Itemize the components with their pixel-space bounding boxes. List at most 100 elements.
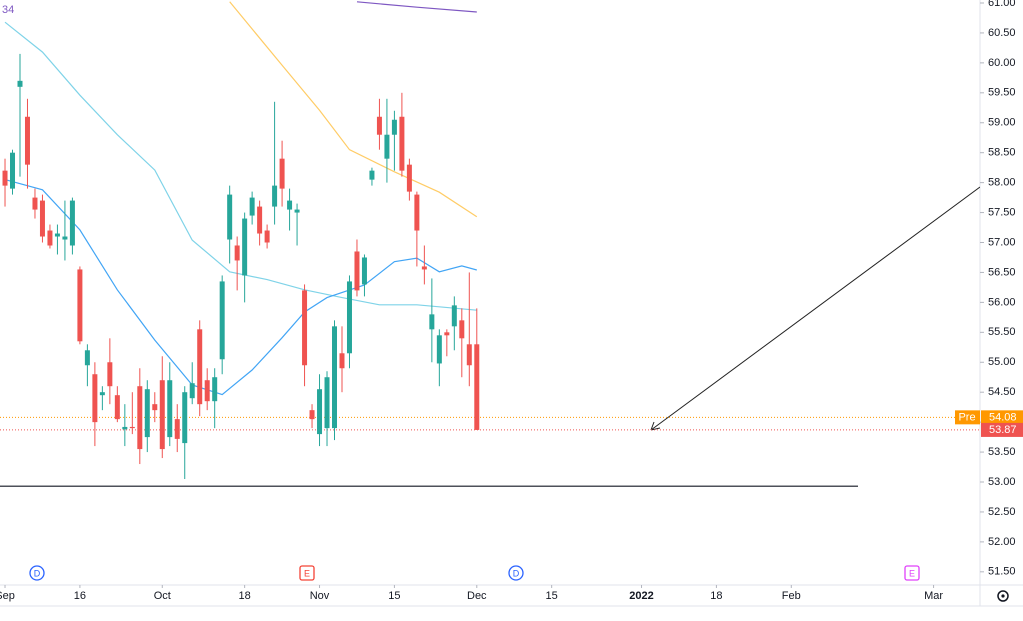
candle-body <box>257 206 263 234</box>
candle-body <box>129 426 135 429</box>
y-tick-label: 61.00 <box>988 0 1016 9</box>
x-tick-label: 2022 <box>629 590 653 602</box>
x-tick-label: Mar <box>924 590 943 602</box>
trend-arrow <box>650 421 661 431</box>
y-tick-label: 51.50 <box>988 566 1016 578</box>
y-tick-label: 56.00 <box>988 296 1016 308</box>
price-label-box <box>981 422 1023 437</box>
event-label: E <box>909 568 915 578</box>
plot-area <box>0 1 980 487</box>
event-marker <box>508 565 524 581</box>
y-tick-label: 59.00 <box>988 117 1016 129</box>
x-tick-label: Feb <box>782 590 801 602</box>
y-tick-label: 53.00 <box>988 476 1016 488</box>
candle-body <box>474 344 480 430</box>
candle-body <box>459 320 465 339</box>
candle-body <box>399 116 405 171</box>
y-tick-label: 59.50 <box>988 87 1016 99</box>
candle-body <box>62 236 68 240</box>
candle-body <box>264 230 270 243</box>
candle-body <box>69 200 75 246</box>
candle-body <box>249 197 255 216</box>
candle-body <box>182 392 188 444</box>
price-label: 53.87 <box>989 424 1017 436</box>
moving-average <box>4 21 477 311</box>
candle-body <box>54 233 60 237</box>
y-tick-label: 52.50 <box>988 506 1016 518</box>
candle-body <box>436 335 442 364</box>
candle-body <box>354 251 360 291</box>
y-tick-label: 56.50 <box>988 266 1016 278</box>
candle-body <box>466 344 472 366</box>
candle-body <box>287 200 293 210</box>
y-tick-label: 53.50 <box>988 446 1016 458</box>
candle-body <box>234 245 240 261</box>
candle-body <box>77 269 83 342</box>
candle-body <box>242 218 248 276</box>
moving-average <box>356 1 477 13</box>
x-tick-label: 18 <box>239 590 251 602</box>
candle-body <box>137 386 143 450</box>
price-label-box <box>981 410 1023 425</box>
y-tick-label: 58.50 <box>988 147 1016 159</box>
y-tick-label: 60.00 <box>988 57 1016 69</box>
candle-body <box>144 389 150 438</box>
candle-body <box>421 266 427 270</box>
price-tag-box <box>955 410 980 425</box>
candle-body <box>114 395 120 420</box>
candle-body <box>47 230 53 246</box>
event-label: D <box>34 568 41 578</box>
indicator-label: 34 <box>2 4 14 16</box>
x-tick-label: Dec <box>467 590 487 602</box>
y-tick-label: 58.00 <box>988 177 1016 189</box>
trend-line <box>650 186 980 431</box>
candle-body <box>174 419 180 439</box>
candle-body <box>107 362 113 387</box>
candle-body <box>384 134 390 159</box>
x-tick-label: Oct <box>154 590 171 602</box>
candle-body <box>84 350 90 366</box>
candle-body <box>279 158 285 189</box>
event-marker <box>904 565 920 581</box>
candle-body <box>167 380 173 438</box>
x-tick-label: 15 <box>546 590 558 602</box>
y-tick-label: 55.00 <box>988 356 1016 368</box>
y-tick-label: 60.50 <box>988 27 1016 39</box>
y-tick-label: 55.50 <box>988 326 1016 338</box>
candle-body <box>204 380 210 402</box>
price-label: 54.08 <box>989 411 1017 423</box>
candle-body <box>406 164 412 192</box>
candle-body <box>361 257 367 285</box>
y-tick-label: 57.50 <box>988 206 1016 218</box>
y-tick-label: 57.00 <box>988 236 1016 248</box>
candle-body <box>189 383 195 399</box>
candle-body <box>346 281 352 354</box>
candle-body <box>227 194 233 240</box>
candle-body <box>39 200 45 237</box>
candle-body <box>376 116 382 135</box>
candle-body <box>302 290 308 366</box>
settings-icon[interactable] <box>997 590 1009 602</box>
candle-body <box>451 305 457 327</box>
candle-body <box>212 377 218 402</box>
event-label: E <box>304 568 310 578</box>
candle-body <box>159 380 165 450</box>
price-tag: Pre <box>958 411 975 423</box>
event-marker <box>29 565 45 581</box>
candle-body <box>32 197 38 210</box>
x-tick-label: 16 <box>74 590 86 602</box>
x-tick-label: 15 <box>388 590 400 602</box>
candle-body <box>92 374 98 423</box>
candle-body <box>2 170 8 186</box>
candle-body <box>391 119 397 135</box>
x-tick-label: Nov <box>310 590 330 602</box>
candle-body <box>152 404 158 411</box>
candle-body <box>429 314 435 330</box>
y-tick-label: 54.50 <box>988 386 1016 398</box>
candle-body <box>444 332 450 336</box>
candle-body <box>272 185 278 207</box>
event-label: D <box>513 568 520 578</box>
candle-body <box>219 281 225 360</box>
